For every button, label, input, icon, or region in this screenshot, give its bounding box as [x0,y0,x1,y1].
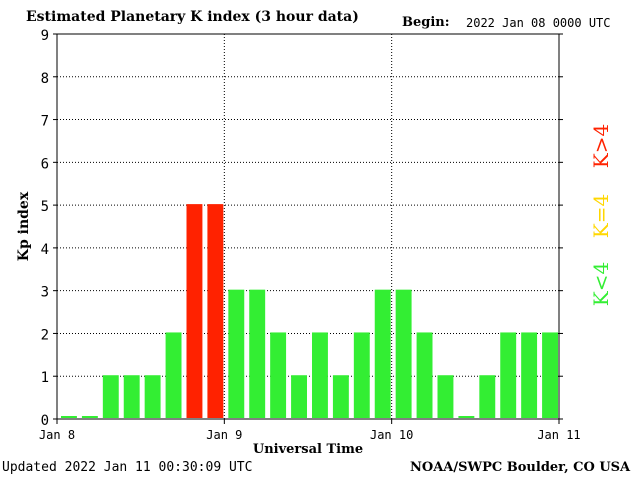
begin-value: 2022 Jan 08 0000 UTC [466,16,611,30]
plot-frame [56,33,560,420]
legend-entry: K=4 [589,194,613,238]
y-tick-label: 9 [41,28,49,44]
kp-bar [207,204,224,418]
kp-bar [479,375,496,418]
kp-bar [144,375,161,418]
kp-bar [228,289,245,418]
x-axis-label: Universal Time [253,442,363,457]
begin-label: Begin: [402,15,450,30]
kp-bar [81,416,98,418]
y-tick-label: 8 [41,71,49,87]
kp-bar [395,289,412,418]
kp-bar [186,204,203,418]
kp-bar [123,375,140,418]
y-tick-label: 1 [41,370,49,386]
kp-bar [437,375,454,418]
kp-bar [165,332,182,418]
kp-bar [312,332,328,418]
x-tick-label: Jan 10 [370,428,413,442]
kp-bar [500,332,517,418]
y-tick-label: 0 [41,413,49,429]
y-axis-label: Kp index [16,191,32,261]
kp-bar [249,289,266,418]
x-tick-label: Jan 9 [206,428,242,442]
kp-bar [270,332,287,418]
x-tick-label: Jan 11 [537,428,580,442]
kp-bar [374,289,391,418]
kp-bar [542,332,558,418]
legend-entry: K<4 [589,262,613,306]
y-tick-label: 3 [41,285,49,301]
kp-bar [416,332,433,418]
credit-text: NOAA/SWPC Boulder, CO USA [410,460,631,475]
y-tick-label: 7 [41,114,49,130]
kp-bar [458,416,475,418]
kp-bar [332,375,349,418]
legend-entry: K>4 [589,124,613,168]
y-tick-label: 4 [41,242,49,258]
chart-title: Estimated Planetary K index (3 hour data… [26,9,359,25]
x-tick-label: Jan 8 [39,428,75,442]
y-tick-label: 5 [41,199,49,215]
kp-bar [61,416,77,418]
kp-bar [291,375,307,418]
kp-bar [521,332,538,418]
kp-bar [102,375,119,418]
updated-timestamp: Updated 2022 Jan 11 00:30:09 UTC [2,460,253,475]
y-tick-label: 2 [41,327,49,343]
y-tick-label: 6 [41,156,49,172]
kp-bar [353,332,370,418]
